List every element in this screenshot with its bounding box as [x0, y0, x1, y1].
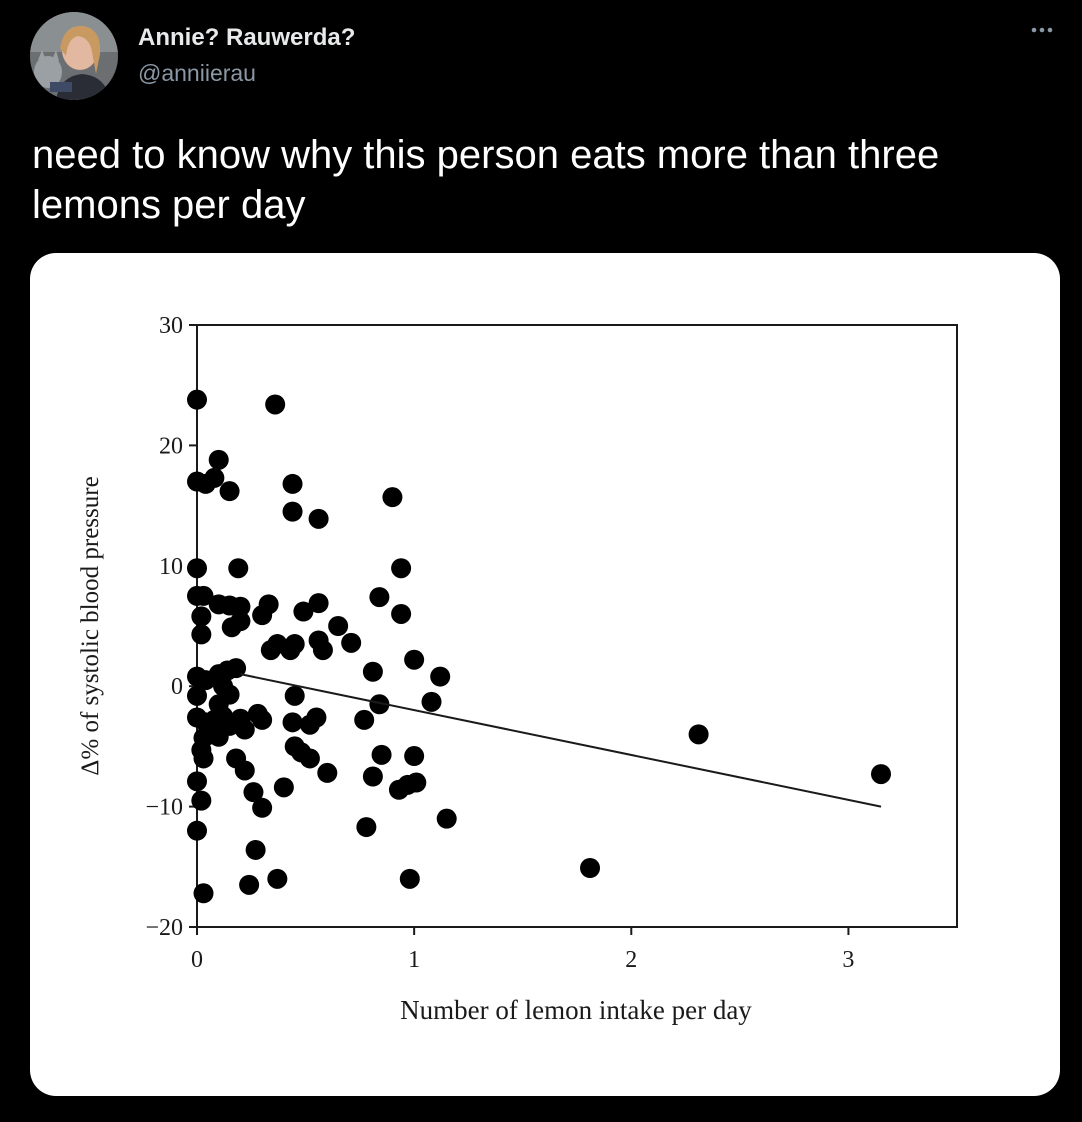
data-point [282, 712, 303, 733]
data-point [258, 594, 279, 615]
author-name[interactable]: Annie? Rauwerda? [138, 24, 356, 51]
data-point [354, 709, 375, 730]
data-points [187, 389, 891, 904]
data-point [341, 632, 362, 653]
data-point [299, 748, 320, 769]
data-point [193, 748, 214, 769]
data-point [234, 760, 255, 781]
data-point [284, 634, 305, 655]
data-point [282, 501, 303, 522]
data-point [219, 481, 240, 502]
data-point [193, 585, 214, 606]
data-point [362, 661, 383, 682]
y-axis: 30 20 10 0 −10 −20 [145, 313, 197, 941]
data-point [252, 797, 273, 818]
data-point [371, 744, 392, 765]
data-point [228, 558, 249, 579]
data-point [391, 603, 412, 624]
y-tick-label: 0 [171, 674, 183, 700]
data-point [234, 719, 255, 740]
x-tick-label: 0 [191, 947, 203, 973]
x-tick-label: 2 [625, 947, 637, 973]
data-point [580, 858, 601, 879]
data-point [191, 606, 212, 627]
data-point [328, 616, 349, 636]
data-point [382, 487, 403, 508]
data-point [308, 508, 329, 529]
data-point [391, 558, 412, 579]
data-point [430, 666, 451, 687]
data-point [239, 874, 260, 895]
data-point [243, 782, 264, 803]
plot-frame [196, 324, 958, 928]
data-point [187, 389, 207, 410]
data-point [282, 473, 303, 494]
author-handle[interactable]: @anniierau [138, 60, 256, 86]
data-point [404, 746, 425, 767]
data-point [252, 709, 273, 730]
y-tick-label: 20 [159, 433, 183, 459]
x-tick-label: 3 [842, 947, 854, 973]
more-options-button[interactable] [1026, 18, 1058, 42]
data-point [404, 649, 425, 670]
data-point [187, 558, 207, 579]
data-point [191, 624, 212, 645]
data-point [193, 883, 214, 904]
avatar-image [30, 12, 118, 100]
tweet-text: need to know why this person eats more t… [32, 133, 940, 227]
data-point [284, 685, 305, 706]
data-point [436, 808, 457, 829]
data-point [230, 596, 251, 617]
y-axis-label: Δ% of systolic blood pressure [77, 476, 104, 775]
data-point [308, 593, 329, 614]
x-axis-label: Number of lemon intake per day [400, 995, 752, 1025]
data-point [221, 617, 242, 638]
data-point [317, 762, 338, 783]
x-tick-label: 1 [408, 947, 420, 973]
tweet-header: Annie? Rauwerda? @anniierau [30, 12, 1060, 102]
data-point [273, 777, 294, 798]
y-tick-label: 30 [159, 313, 183, 339]
data-point [208, 449, 229, 470]
data-point [265, 394, 286, 415]
data-point [399, 868, 420, 889]
data-point [245, 839, 266, 860]
y-tick-label: −10 [145, 795, 183, 821]
data-point [362, 766, 383, 787]
more-horizontal-icon [1031, 27, 1053, 33]
data-point [267, 868, 288, 889]
data-point [204, 467, 225, 488]
avatar[interactable] [30, 12, 118, 100]
data-point [293, 601, 314, 622]
data-point [356, 817, 377, 838]
data-point [187, 771, 207, 792]
scatter-chart: 30 20 10 0 −10 −20 0 1 2 3 Number of lemon intak… [77, 313, 958, 1025]
data-point [406, 772, 427, 793]
tweet-media-image[interactable]: 30 20 10 0 −10 −20 0 1 2 3 Number of lemon intak… [30, 253, 1060, 1096]
data-point [312, 640, 333, 661]
y-tick-label: 10 [159, 554, 183, 580]
data-point [688, 724, 709, 745]
x-axis: 0 1 2 3 [191, 927, 854, 973]
data-point [187, 685, 207, 706]
data-point [369, 694, 390, 715]
data-point [226, 658, 247, 679]
data-point [306, 707, 327, 728]
trend-line [240, 673, 882, 808]
data-point [187, 820, 207, 841]
data-point [208, 726, 229, 747]
y-tick-label: −20 [145, 915, 183, 941]
data-point [191, 790, 212, 811]
data-point [421, 691, 442, 712]
data-point [369, 587, 390, 608]
data-point [871, 764, 891, 785]
